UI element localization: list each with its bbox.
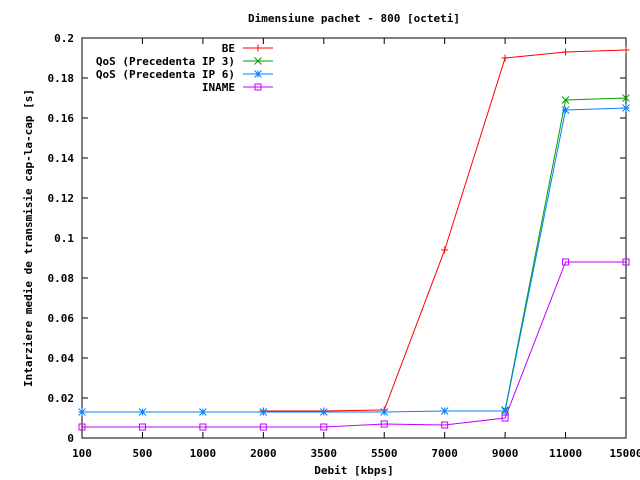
data-point [441, 246, 449, 254]
legend-label: QoS (Precedenta IP 3) [96, 55, 235, 68]
legend-marker [254, 70, 262, 78]
y-tick-label: 0.02 [48, 392, 75, 405]
y-tick-label: 0.12 [48, 192, 75, 205]
y-tick-label: 0.16 [48, 112, 75, 125]
legend-marker [254, 44, 262, 52]
data-point [138, 423, 146, 431]
x-tick-label: 9000 [492, 447, 519, 460]
legend-marker [254, 57, 262, 65]
series-layer [78, 46, 630, 431]
x-tick-label: 500 [133, 447, 153, 460]
series-1 [501, 94, 630, 414]
y-tick-label: 0.08 [48, 272, 75, 285]
data-point [501, 54, 509, 62]
y-tick-label: 0.14 [48, 152, 75, 165]
plot-frame [81, 37, 627, 439]
chart-title: Dimensiune pachet - 800 [octeti] [248, 12, 460, 25]
data-point [320, 423, 328, 431]
x-tick-label: 5500 [371, 447, 398, 460]
series-line [82, 261, 626, 428]
data-point [199, 408, 207, 416]
data-point [562, 48, 570, 56]
x-tick-label: 100 [72, 447, 92, 460]
series-line [263, 49, 627, 412]
y-tick-label: 0.18 [48, 72, 75, 85]
data-point [259, 408, 268, 416]
y-axis: 0 0.02 0.04 0.06 0.08 0.1 0.12 0.14 0.16 0.18 0.2 [48, 32, 626, 445]
data-point [622, 94, 630, 102]
x-tick-label: 7000 [431, 447, 458, 460]
series-0 [259, 46, 630, 415]
legend-label: INAME [202, 81, 235, 94]
y-tick-label: 0 [67, 432, 74, 445]
y-tick-label: 0.1 [54, 232, 74, 245]
legend-label: BE [222, 42, 235, 55]
x-tick-label: 1000 [190, 447, 217, 460]
x-tick-label: 15000 [609, 447, 640, 460]
data-point [199, 423, 207, 431]
data-point [501, 414, 509, 422]
series-line [82, 107, 627, 413]
data-point [561, 96, 570, 104]
data-point [78, 423, 86, 431]
y-axis-label: Intarziere medie de transmisie cap-la-ca… [22, 89, 35, 387]
series-line [504, 97, 627, 411]
data-point [561, 106, 570, 114]
data-point [622, 104, 630, 112]
data-point [138, 408, 147, 416]
legend-label: QoS (Precedenta IP 6) [96, 68, 235, 81]
data-point [622, 258, 630, 266]
data-point [562, 258, 570, 266]
data-point [380, 420, 388, 428]
x-tick-label: 3500 [311, 447, 338, 460]
series-2 [78, 104, 630, 416]
data-point [319, 408, 328, 416]
y-tick-label: 0.06 [48, 312, 75, 325]
series-3 [78, 258, 630, 431]
data-point [441, 421, 449, 429]
y-tick-label: 0.2 [54, 32, 74, 45]
legend-marker [254, 83, 262, 91]
data-point [259, 423, 267, 431]
data-point [78, 408, 86, 416]
x-tick-label: 2000 [250, 447, 277, 460]
data-point [380, 408, 389, 416]
y-tick-label: 0.04 [48, 352, 75, 365]
data-point [440, 407, 449, 415]
x-tick-label: 11000 [549, 447, 582, 460]
x-axis-label: Debit [kbps] [314, 464, 393, 477]
data-point [622, 46, 630, 54]
x-axis: 100 500 1000 2000 3500 5500 7000 9000 11000 15000 [72, 38, 640, 460]
